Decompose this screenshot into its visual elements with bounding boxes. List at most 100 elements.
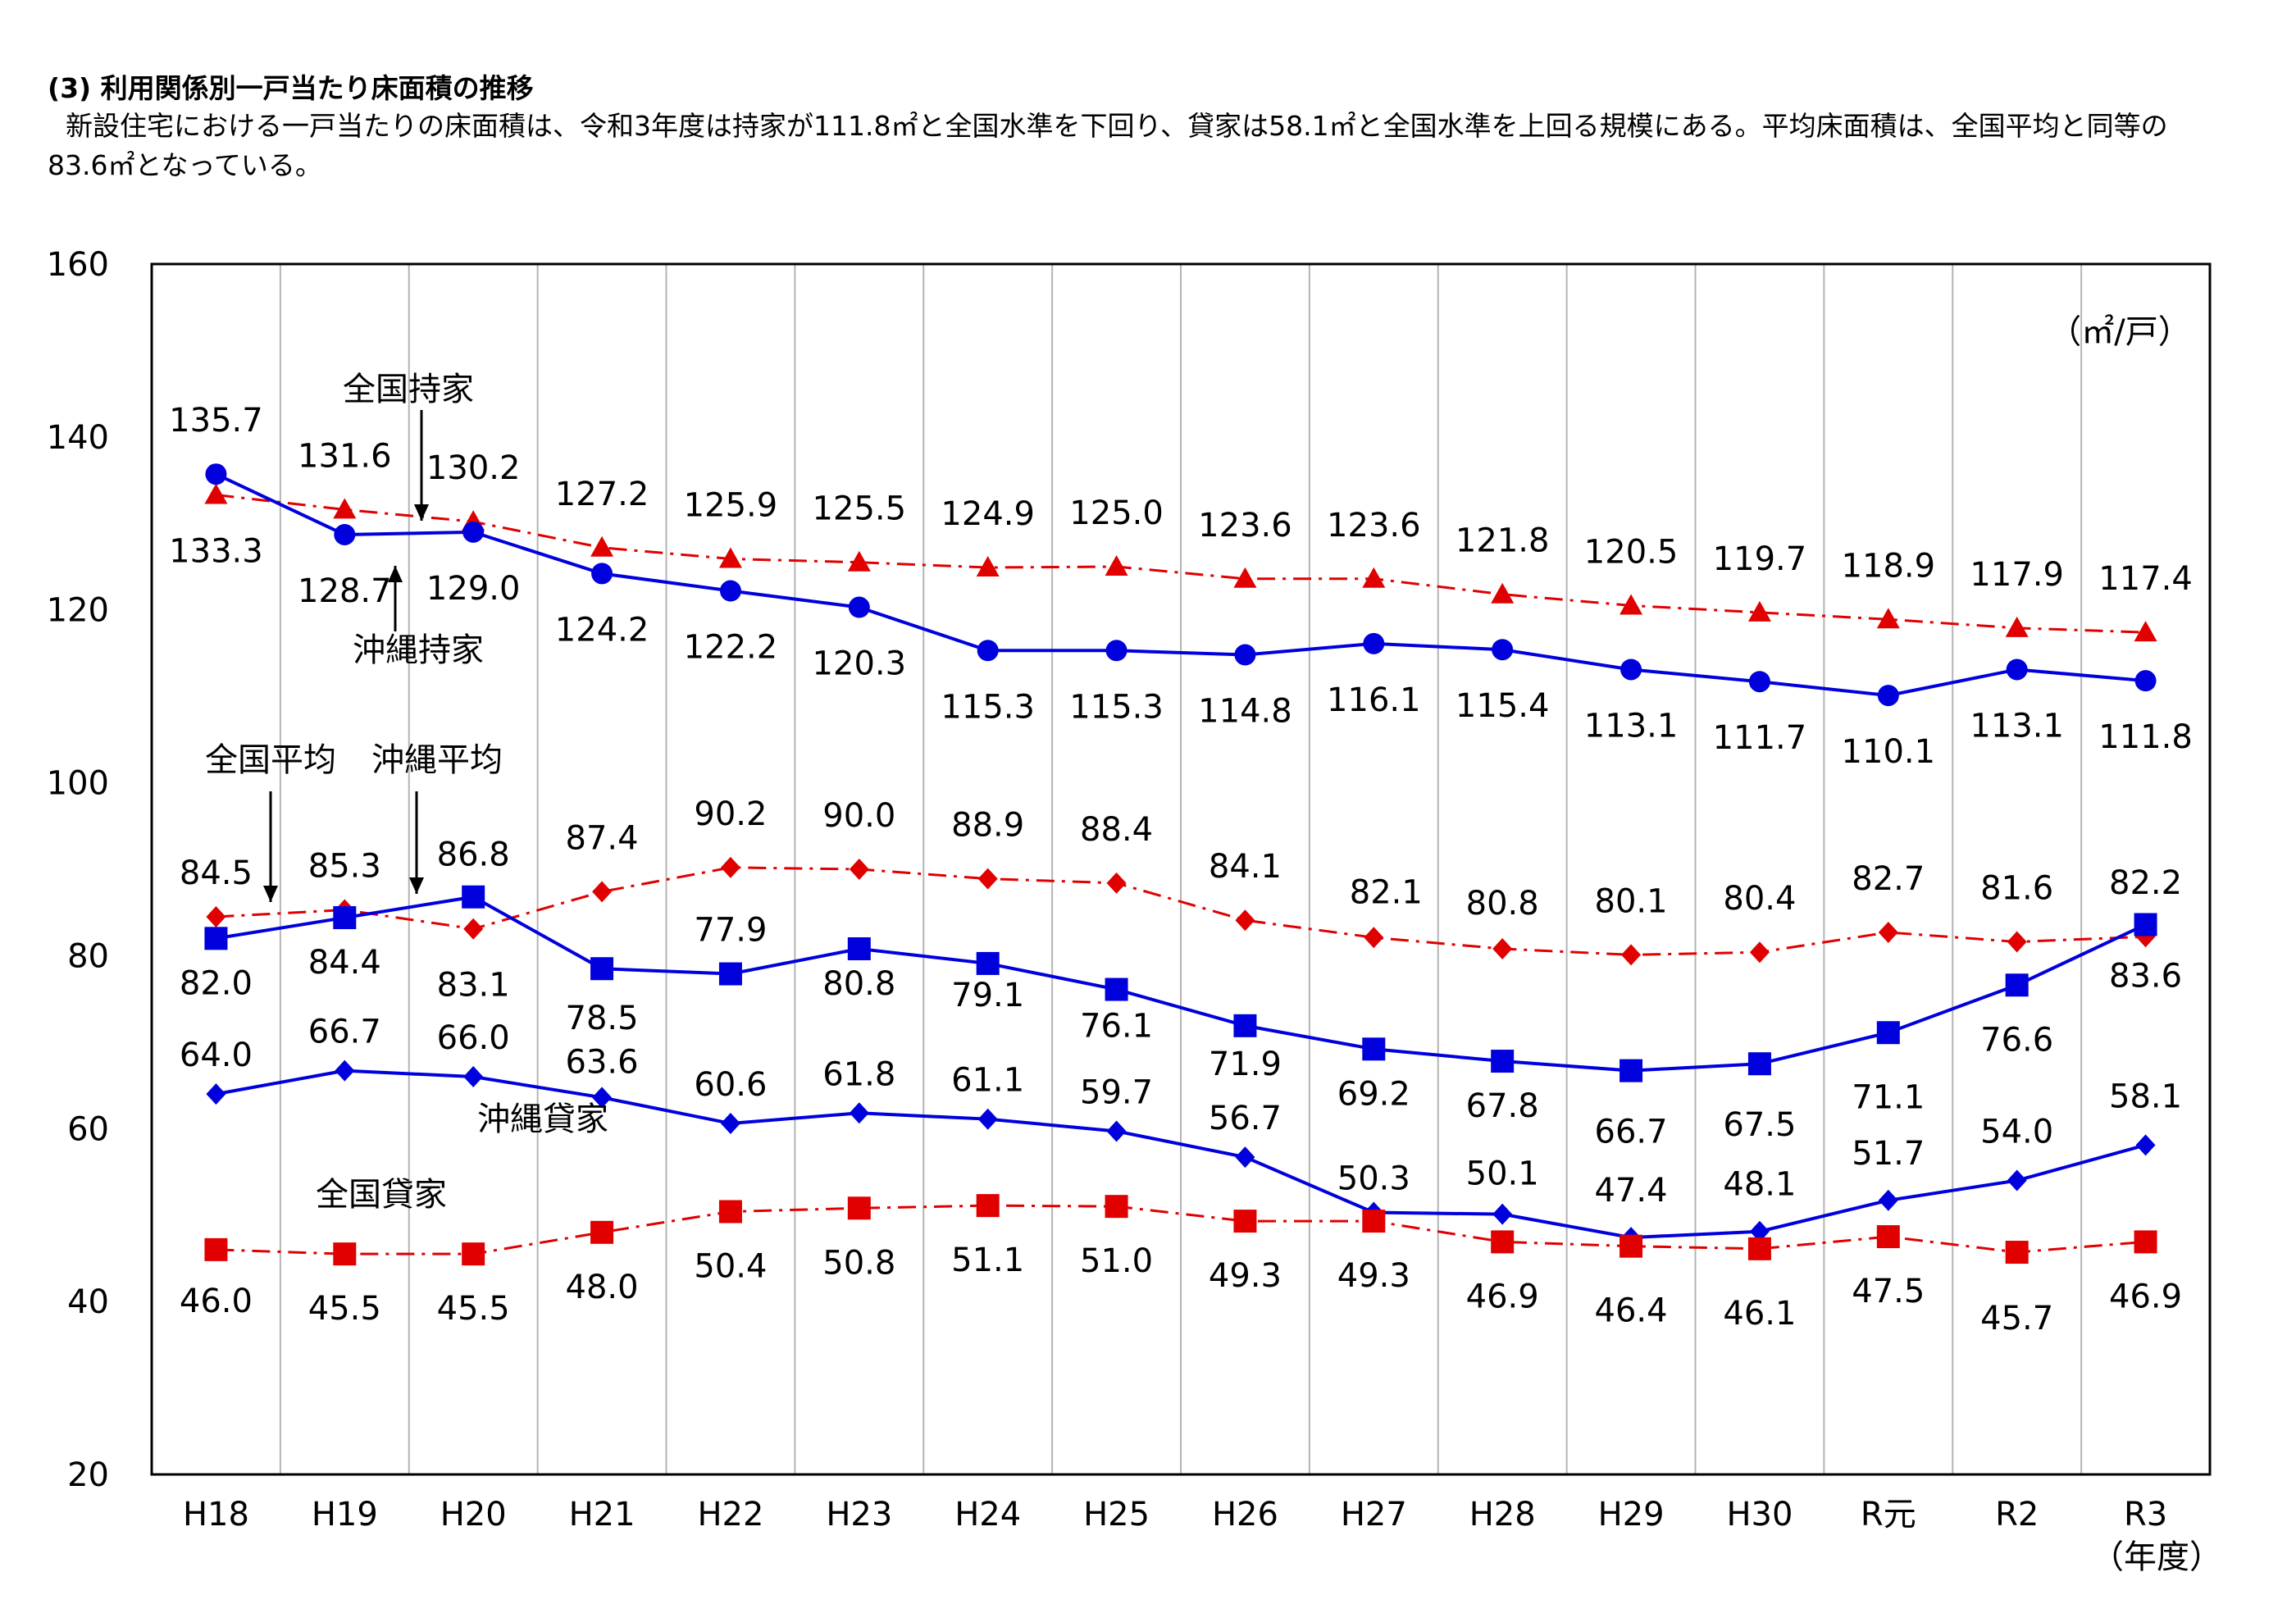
data-label: 46.4: [1595, 1292, 1668, 1330]
data-point: [1876, 1021, 1900, 1045]
data-label: 82.0: [180, 964, 253, 1002]
data-point: [462, 1242, 485, 1266]
data-label: 85.3: [308, 848, 381, 886]
section-title: (3) 利用関係別一戸当たり床面積の推移: [48, 72, 534, 104]
data-point: [977, 868, 998, 890]
data-label: 86.8: [437, 836, 510, 874]
data-point: [1620, 1234, 1643, 1258]
data-point: [849, 859, 869, 880]
data-point: [976, 951, 1000, 975]
data-label: 111.7: [1713, 719, 1807, 757]
data-point: [1878, 921, 1898, 943]
data-label: 60.6: [694, 1066, 767, 1104]
data-point: [1362, 1037, 1386, 1061]
data-label: 110.1: [1842, 733, 1936, 771]
data-label: 84.5: [180, 854, 253, 892]
data-label: 115.3: [1069, 688, 1164, 726]
series-line: [215, 472, 2146, 698]
data-point: [2135, 1134, 2156, 1156]
data-point: [204, 1237, 228, 1261]
y-tick-label: 120: [47, 592, 109, 630]
data-label: 82.1: [1350, 873, 1423, 911]
x-tick-label: H20: [440, 1496, 507, 1533]
data-point: [1747, 1237, 1771, 1260]
data-label: 130.2: [426, 449, 521, 487]
data-point: [1749, 941, 1770, 964]
data-point: [847, 936, 871, 960]
data-point: [1878, 1189, 1898, 1211]
data-label: 118.9: [1842, 547, 1936, 585]
data-point: [849, 1102, 869, 1124]
data-point: [1747, 1052, 1771, 1076]
data-label: 90.2: [694, 795, 767, 833]
data-point: [1492, 639, 1514, 661]
data-label: 123.6: [1327, 507, 1421, 545]
data-point: [976, 1194, 1000, 1218]
data-label: 121.8: [1456, 522, 1550, 560]
data-point: [1233, 567, 1257, 588]
data-point: [333, 906, 357, 930]
x-tick-label: H24: [954, 1496, 1021, 1533]
y-tick-label: 160: [47, 246, 109, 284]
data-label: 46.9: [2109, 1278, 2182, 1315]
data-label: 51.7: [1852, 1135, 1925, 1173]
data-label: 66.0: [437, 1019, 510, 1057]
data-point: [718, 547, 742, 568]
data-point: [718, 1200, 742, 1224]
data-point: [2134, 670, 2157, 692]
data-label: 80.8: [1466, 885, 1539, 923]
data-label: 45.5: [437, 1290, 510, 1328]
series-line: [216, 866, 2146, 956]
data-label: 128.7: [298, 572, 392, 610]
data-point: [1362, 1210, 1386, 1233]
series-annotation: 沖縄貸家: [477, 1100, 608, 1138]
data-point: [592, 1087, 613, 1109]
data-label: 79.1: [951, 977, 1024, 1014]
data-point: [720, 856, 740, 878]
data-label: 71.9: [1209, 1046, 1282, 1083]
data-label: 56.7: [1209, 1100, 1282, 1137]
unit-label: （㎡/戸）: [2048, 313, 2190, 351]
data-point: [1876, 608, 1900, 629]
data-label: 82.7: [1852, 860, 1925, 898]
data-point: [1364, 927, 1384, 949]
data-point: [977, 1108, 998, 1130]
data-point: [848, 596, 870, 618]
data-label: 59.7: [1080, 1073, 1153, 1111]
data-label: 133.3: [169, 532, 263, 570]
data-point: [333, 498, 357, 519]
data-point: [206, 905, 226, 927]
y-tick-label: 40: [67, 1283, 109, 1321]
intro-text: 新設住宅における一戸当たりの床面積は、令和3年度は持家が111.8㎡と全国水準を…: [48, 110, 2168, 181]
y-tick-label: 20: [67, 1456, 109, 1494]
data-point: [2007, 931, 2027, 953]
data-label: 76.1: [1080, 1008, 1153, 1046]
data-point: [2006, 658, 2028, 681]
data-label: 50.8: [822, 1244, 895, 1282]
data-label: 125.9: [684, 487, 778, 525]
data-point: [1877, 685, 1899, 707]
y-tick-label: 60: [67, 1110, 109, 1148]
data-label: 58.1: [2109, 1078, 2182, 1115]
data-label: 46.9: [1466, 1278, 1539, 1315]
plot-frame: [150, 262, 2212, 1476]
data-label: 117.4: [2098, 560, 2193, 598]
y-tick-label: 140: [47, 419, 109, 457]
data-point: [1106, 1120, 1127, 1142]
x-tick-label: H26: [1212, 1496, 1278, 1533]
data-point: [1105, 555, 1128, 576]
data-point: [2134, 913, 2157, 936]
series-annotation: 沖縄持家: [353, 631, 484, 669]
series-line: [216, 494, 2146, 634]
series-line: [216, 1069, 2147, 1240]
data-point: [1363, 632, 1385, 654]
y-tick-label: 100: [47, 765, 109, 803]
data-label: 124.2: [555, 611, 649, 649]
data-point: [1749, 1220, 1770, 1242]
data-point: [1491, 582, 1515, 604]
x-tick-label: H19: [312, 1496, 378, 1533]
data-label: 46.1: [1723, 1295, 1796, 1333]
data-label: 87.4: [566, 819, 639, 857]
data-point: [1620, 658, 1642, 681]
data-label: 129.0: [426, 570, 521, 608]
